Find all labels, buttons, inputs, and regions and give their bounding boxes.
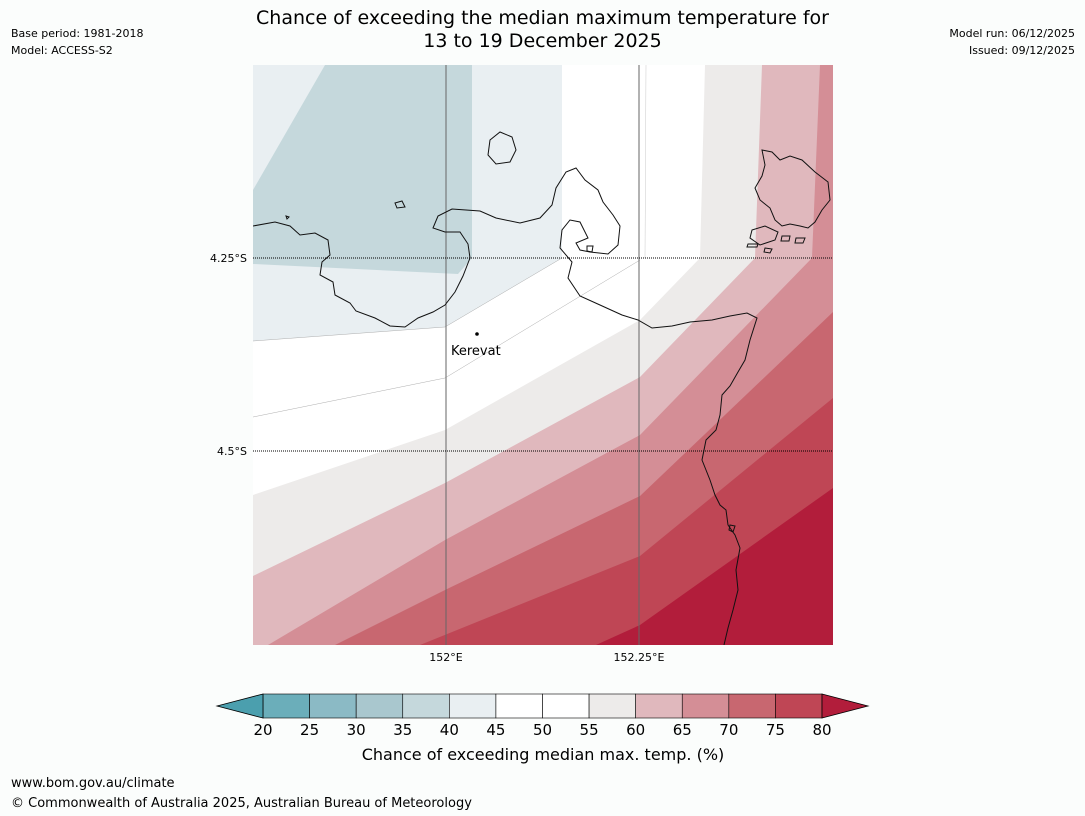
colorbar-tick-label: 50 — [533, 721, 552, 739]
colorbar-over-arrow — [821, 693, 870, 719]
base-period-label: Base period: 1981-2018 — [11, 27, 144, 40]
map-title-line1: Chance of exceeding the median maximum t… — [256, 7, 829, 29]
kerevat-marker — [475, 332, 479, 336]
colorbar-segment — [449, 693, 497, 719]
colorbar-tick-label: 30 — [347, 721, 366, 739]
lat-tick-4-25: 4.25°S — [210, 252, 247, 265]
model-label: Model: ACCESS-S2 — [11, 44, 113, 57]
colorbar-segment — [262, 693, 310, 719]
colorbar-segment — [728, 693, 776, 719]
footer-url: www.bom.gov.au/climate — [11, 776, 175, 791]
coastline — [253, 131, 831, 645]
band-35-40 — [253, 65, 472, 274]
colorbar-tick-label: 70 — [719, 721, 738, 739]
colorbar-tick-label: 25 — [300, 721, 319, 739]
issued-label: Issued: 09/12/2025 — [968, 44, 1075, 57]
map-area — [253, 65, 833, 645]
lon-tick-152-25: 152.25°E — [614, 651, 665, 664]
band-80-plus — [596, 488, 833, 645]
colorbar-under-arrow — [215, 693, 264, 719]
colorbar-ticks: 20 25 30 35 40 45 50 55 60 65 70 75 80 — [253, 721, 831, 739]
colorbar-label: Chance of exceeding median max. temp. (%… — [361, 745, 725, 764]
colorbar-segment — [775, 693, 823, 719]
colorbar-segment — [681, 693, 730, 719]
footer-copyright: © Commonwealth of Australia 2025, Austra… — [11, 796, 472, 811]
model-run-label: Model run: 06/12/2025 — [949, 27, 1075, 40]
colorbar-tick-label: 45 — [486, 721, 505, 739]
colorbar-tick-label: 80 — [812, 721, 831, 739]
colorbar-tick-label: 65 — [673, 721, 692, 739]
colorbar-tick-label: 20 — [253, 721, 272, 739]
colorbar-tick-label: 75 — [766, 721, 785, 739]
colorbar-segment — [635, 693, 683, 719]
place-label-kerevat: Kerevat — [451, 344, 501, 359]
colorbar-tick-label: 55 — [580, 721, 599, 739]
colorbar-segment — [402, 693, 450, 719]
colorbar-segment — [495, 693, 543, 719]
colorbar-segment — [542, 693, 590, 719]
colorbar-tick-label: 40 — [440, 721, 459, 739]
contour-line — [644, 65, 647, 259]
map-title-line2: 13 to 19 December 2025 — [423, 30, 662, 52]
colorbar-segment — [355, 693, 404, 719]
lat-tick-4-5: 4.5°S — [217, 445, 247, 458]
colorbar-segment — [309, 693, 357, 719]
contour-line — [253, 257, 563, 342]
map-title: Chance of exceeding the median maximum t… — [200, 7, 885, 53]
colorbar-tick-label: 35 — [393, 721, 412, 739]
colorbar-tick-label: 60 — [626, 721, 645, 739]
contour-line — [253, 259, 641, 418]
lon-tick-152: 152°E — [429, 651, 462, 664]
colorbar-segment — [588, 693, 636, 719]
colorbar-segments — [262, 693, 823, 719]
